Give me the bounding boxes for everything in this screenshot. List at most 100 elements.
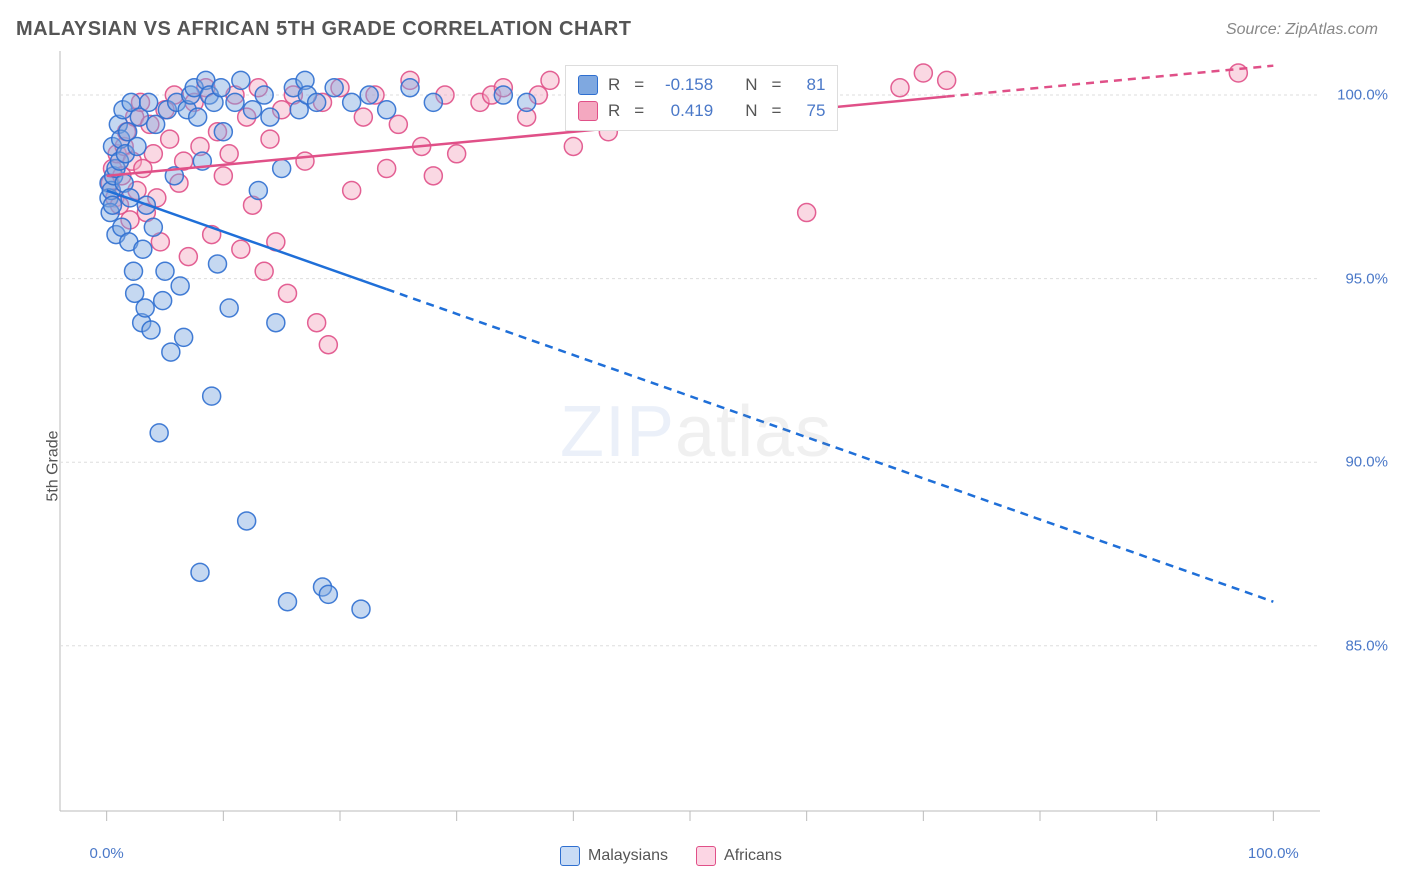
malaysians-point <box>518 93 536 111</box>
malaysians-point <box>249 182 267 200</box>
malaysians-point <box>150 424 168 442</box>
stats-n-label: N <box>745 101 757 121</box>
malaysians-point <box>343 93 361 111</box>
africans-point <box>255 262 273 280</box>
legend-label: Africans <box>724 847 782 864</box>
stats-box: R = -0.158 N = 81 R = 0.419 N = 75 <box>565 65 838 131</box>
legend-item: Malaysians <box>560 846 668 866</box>
malaysians-point <box>267 314 285 332</box>
stats-eq: = <box>634 75 644 95</box>
malaysians-point <box>352 600 370 618</box>
legend-item: Africans <box>696 846 782 866</box>
malaysians-point <box>319 585 337 603</box>
malaysians-point <box>308 93 326 111</box>
malaysians-point <box>171 277 189 295</box>
malaysians-point <box>203 387 221 405</box>
africans-point <box>448 145 466 163</box>
malaysians-point <box>378 101 396 119</box>
stats-swatch <box>578 75 598 95</box>
africans-point <box>144 145 162 163</box>
stats-row: R = 0.419 N = 75 <box>578 98 825 124</box>
malaysians-point <box>401 79 419 97</box>
malaysians-point <box>134 240 152 258</box>
malaysians-point <box>128 137 146 155</box>
malaysians-point <box>154 292 172 310</box>
y-axis-label: 5th Grade <box>45 430 63 501</box>
y-tick-label: 95.0% <box>1345 270 1388 287</box>
africans-point <box>308 314 326 332</box>
chart-header: MALAYSIAN VS AFRICAN 5TH GRADE CORRELATI… <box>0 0 1406 51</box>
africans-point <box>319 336 337 354</box>
africans-point <box>798 204 816 222</box>
stats-eq: = <box>772 101 782 121</box>
malaysians-point <box>144 218 162 236</box>
africans-point <box>161 130 179 148</box>
malaysians-point <box>232 71 250 89</box>
malaysians-point <box>189 108 207 126</box>
africans-point <box>564 137 582 155</box>
malaysians-point <box>226 93 244 111</box>
scatter-chart-svg <box>0 51 1406 881</box>
malaysians-point <box>261 108 279 126</box>
legend-swatch <box>560 846 580 866</box>
malaysians-point <box>238 512 256 530</box>
malaysians-point <box>156 262 174 280</box>
malaysians-point <box>494 86 512 104</box>
stats-n-value: 75 <box>795 101 825 121</box>
x-tick-label: 100.0% <box>1248 845 1299 862</box>
malaysians-point <box>140 93 158 111</box>
stats-n-label: N <box>745 75 757 95</box>
africans-point <box>1229 64 1247 82</box>
africans-point <box>220 145 238 163</box>
africans-point <box>891 79 909 97</box>
chart-title: MALAYSIAN VS AFRICAN 5TH GRADE CORRELATI… <box>16 18 632 41</box>
stats-r-label: R <box>608 101 620 121</box>
y-tick-label: 90.0% <box>1345 454 1388 471</box>
chart-area: 5th Grade ZIPatlas R=-0.158N=81R=0.419N=… <box>0 51 1406 881</box>
malaysians-point <box>325 79 343 97</box>
malaysians-point <box>175 328 193 346</box>
africans-trend-dashed <box>947 66 1274 97</box>
stats-r-value: -0.158 <box>658 75 713 95</box>
y-tick-label: 100.0% <box>1337 87 1388 104</box>
malaysians-point <box>212 79 230 97</box>
africans-point <box>343 182 361 200</box>
malaysians-point <box>147 115 165 133</box>
africans-point <box>354 108 372 126</box>
malaysians-point <box>424 93 442 111</box>
africans-point <box>389 115 407 133</box>
africans-point <box>179 248 197 266</box>
malaysians-point <box>162 343 180 361</box>
malaysians-point <box>360 86 378 104</box>
stats-swatch <box>578 101 598 121</box>
malaysians-point <box>214 123 232 141</box>
africans-point <box>914 64 932 82</box>
stats-n-value: 81 <box>795 75 825 95</box>
chart-source: Source: ZipAtlas.com <box>1226 21 1378 39</box>
legend-label: Malaysians <box>588 847 668 864</box>
africans-point <box>938 71 956 89</box>
malaysians-point <box>255 86 273 104</box>
africans-point <box>232 240 250 258</box>
africans-point <box>378 159 396 177</box>
malaysians-point <box>273 159 291 177</box>
africans-point <box>214 167 232 185</box>
malaysians-point <box>191 563 209 581</box>
africans-point <box>296 152 314 170</box>
stats-eq: = <box>634 101 644 121</box>
malaysians-point <box>220 299 238 317</box>
stats-eq: = <box>772 75 782 95</box>
malaysians-point <box>125 262 143 280</box>
legend-bottom: Malaysians Africans <box>560 846 782 866</box>
malaysians-point <box>279 593 297 611</box>
malaysians-point <box>244 101 262 119</box>
africans-point <box>261 130 279 148</box>
africans-point <box>424 167 442 185</box>
africans-point <box>279 284 297 302</box>
stats-r-value: 0.419 <box>658 101 713 121</box>
stats-row: R=-0.158N=81 <box>578 72 825 98</box>
malaysians-point <box>104 196 122 214</box>
africans-point <box>541 71 559 89</box>
malaysians-point <box>209 255 227 273</box>
x-tick-label: 0.0% <box>90 845 124 862</box>
